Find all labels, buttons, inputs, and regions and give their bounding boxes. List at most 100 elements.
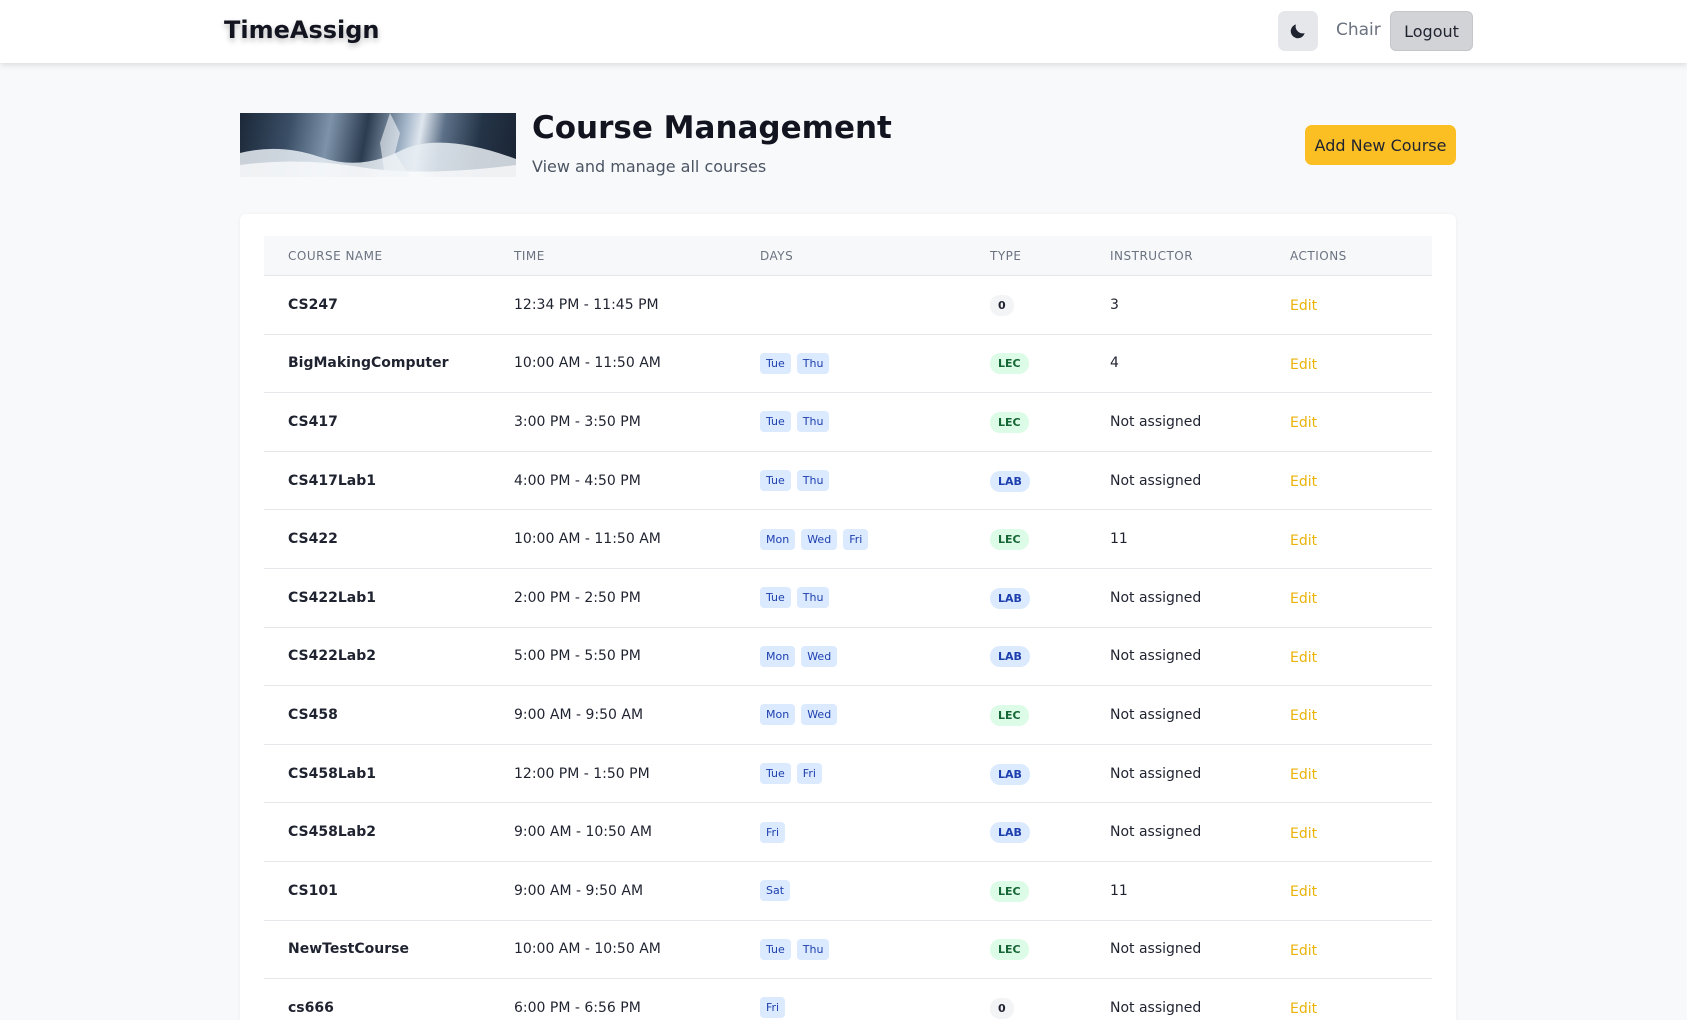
course-days-cell: Mon Wed Fri: [760, 528, 990, 550]
edit-course-link[interactable]: Edit: [1290, 825, 1318, 842]
column-header-actions: ACTIONS: [1290, 248, 1347, 263]
course-time-cell: 12:34 PM - 11:45 PM: [514, 296, 659, 313]
course-type-cell: LAB: [990, 645, 1110, 668]
course-type-cell: LEC: [990, 352, 1110, 375]
course-instructor-cell: Not assigned: [1110, 648, 1202, 665]
column-header-days: DAYS: [760, 248, 794, 263]
course-name-cell: CS247: [288, 296, 338, 313]
day-tag: Thu: [796, 938, 830, 960]
course-actions-cell: Edit: [1290, 588, 1430, 607]
course-actions-cell: Edit: [1290, 295, 1430, 314]
day-tag: Sat: [760, 880, 791, 902]
header-banner-image: [240, 113, 516, 177]
edit-course-link[interactable]: Edit: [1290, 942, 1318, 959]
day-tag: Tue: [760, 763, 791, 785]
edit-course-link[interactable]: Edit: [1290, 474, 1318, 491]
column-header-course-name: COURSE NAME: [288, 248, 383, 263]
table-row: BigMakingComputer 10:00 AM - 11:50 AM Tue T…: [264, 335, 1432, 394]
course-days-cell: Tue Thu: [760, 411, 990, 433]
course-actions-cell: Edit: [1290, 998, 1430, 1017]
day-tag: Tue: [760, 352, 791, 374]
table-row: CS417 3:00 PM - 3:50 PM Tue Thu LEC Not assig…: [264, 393, 1432, 452]
edit-course-link[interactable]: Edit: [1290, 415, 1318, 432]
day-tag: Fri: [760, 997, 786, 1019]
course-instructor-cell: 11: [1110, 531, 1128, 548]
course-type-badge: LEC: [990, 704, 1029, 726]
edit-course-link[interactable]: Edit: [1290, 591, 1318, 608]
banner-landscape-icon: [240, 113, 516, 177]
edit-course-link[interactable]: Edit: [1290, 767, 1318, 784]
add-new-course-button[interactable]: Add New Course: [1305, 125, 1456, 165]
table-row: CS417Lab1 4:00 PM - 4:50 PM Tue Thu LAB Not a…: [264, 452, 1432, 511]
edit-course-link[interactable]: Edit: [1290, 649, 1318, 666]
courses-table: COURSE NAME TIME DAYS TYPE INSTRUCTOR AC…: [264, 236, 1432, 1020]
course-type-badge: LEC: [990, 529, 1029, 551]
day-tag: Thu: [796, 352, 830, 374]
course-actions-cell: Edit: [1290, 881, 1430, 900]
table-row: CS422 10:00 AM - 11:50 AM Mon Wed Fri LEC 11 Ed…: [264, 510, 1432, 569]
course-type-cell: LAB: [990, 821, 1110, 844]
day-tag: Tue: [760, 587, 791, 609]
course-actions-cell: Edit: [1290, 412, 1430, 431]
course-name-cell: CS458Lab2: [288, 824, 376, 841]
logout-button[interactable]: Logout: [1390, 11, 1473, 51]
course-type-badge: LEC: [990, 353, 1029, 375]
course-time-cell: 5:00 PM - 5:50 PM: [514, 648, 641, 665]
course-actions-cell: Edit: [1290, 764, 1430, 783]
course-name-cell: cs666: [288, 999, 334, 1016]
course-type-cell: LAB: [990, 587, 1110, 609]
moon-icon: [1290, 24, 1305, 39]
course-name-cell: CS458Lab1: [288, 765, 376, 782]
edit-course-link[interactable]: Edit: [1290, 708, 1318, 725]
course-actions-cell: Edit: [1290, 647, 1430, 666]
course-time-cell: 3:00 PM - 3:50 PM: [514, 413, 641, 430]
table-row: cs666 6:00 PM - 6:56 PM Fri 0 Not assigned Ed…: [264, 979, 1432, 1020]
course-actions-cell: Edit: [1290, 940, 1430, 959]
course-name-cell: NewTestCourse: [288, 941, 409, 958]
course-time-cell: 9:00 AM - 9:50 AM: [514, 706, 644, 723]
course-name-cell: CS417: [288, 413, 338, 430]
course-name-cell: CS422Lab1: [288, 589, 376, 606]
course-time-cell: 6:00 PM - 6:56 PM: [514, 999, 641, 1016]
course-type-badge: 0: [990, 997, 1014, 1019]
theme-toggle-button[interactable]: [1278, 11, 1318, 51]
course-actions-cell: Edit: [1290, 530, 1430, 549]
course-days-cell: Tue Fri: [760, 763, 990, 785]
course-instructor-cell: Not assigned: [1110, 589, 1202, 606]
page-title: Course Management: [532, 110, 892, 146]
course-days-cell: Tue Thu: [760, 587, 990, 609]
course-actions-cell: Edit: [1290, 823, 1430, 842]
top-navbar: TimeAssign Chair Logout: [0, 0, 1687, 63]
course-type-badge: LEC: [990, 411, 1029, 433]
column-header-instructor: INSTRUCTOR: [1110, 248, 1194, 263]
course-type-badge: LAB: [990, 822, 1030, 844]
course-days-cell: Mon Wed: [760, 645, 990, 667]
course-type-cell: LAB: [990, 763, 1110, 785]
course-name-cell: CS422Lab2: [288, 648, 376, 665]
brand-logo[interactable]: TimeAssign: [224, 16, 380, 44]
course-time-cell: 10:00 AM - 10:50 AM: [514, 941, 661, 958]
edit-course-link[interactable]: Edit: [1290, 298, 1318, 315]
table-row: CS101 9:00 AM - 9:50 AM Sat LEC 11 Edit: [264, 862, 1432, 921]
edit-course-link[interactable]: Edit: [1290, 532, 1318, 549]
edit-course-link[interactable]: Edit: [1290, 884, 1318, 901]
course-type-badge: 0: [990, 294, 1014, 316]
course-days-cell: Fri: [760, 997, 990, 1019]
edit-course-link[interactable]: Edit: [1290, 1001, 1318, 1018]
day-tag: Mon: [760, 528, 796, 550]
course-type-badge: LAB: [990, 587, 1030, 609]
day-tag: Fri: [760, 821, 786, 843]
course-instructor-cell: 4: [1110, 355, 1119, 372]
edit-course-link[interactable]: Edit: [1290, 356, 1318, 373]
course-name-cell: BigMakingComputer: [288, 355, 449, 372]
page-subtitle: View and manage all courses: [532, 157, 767, 176]
course-type-cell: 0: [990, 294, 1110, 316]
table-body: CS247 12:34 PM - 11:45 PM 0 3 Edit BigMakingC…: [264, 276, 1432, 1020]
day-tag: Mon: [760, 645, 796, 667]
course-instructor-cell: Not assigned: [1110, 706, 1202, 723]
day-tag: Thu: [796, 470, 830, 492]
day-tag: Wed: [801, 704, 838, 726]
day-tag: Thu: [796, 587, 830, 609]
table-row: NewTestCourse 10:00 AM - 10:50 AM Tue Thu LE…: [264, 921, 1432, 980]
course-type-cell: LEC: [990, 528, 1110, 551]
